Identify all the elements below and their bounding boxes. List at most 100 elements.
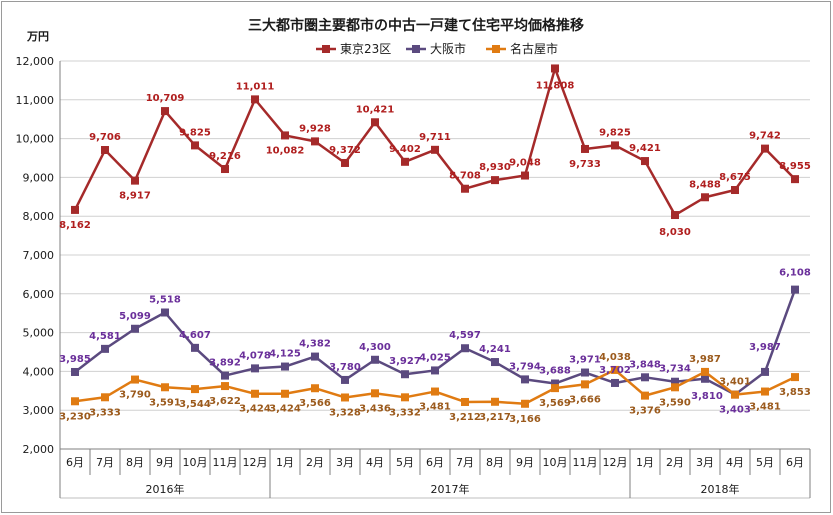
data-point bbox=[191, 343, 199, 352]
data-point bbox=[281, 362, 289, 371]
data-point bbox=[461, 344, 469, 353]
series-大阪市 bbox=[71, 285, 799, 399]
data-point bbox=[101, 146, 109, 155]
legend-swatch-marker bbox=[492, 45, 500, 53]
data-label: 4,581 bbox=[89, 331, 121, 342]
legend-entry: 大阪市 bbox=[406, 41, 466, 56]
data-point bbox=[551, 384, 559, 393]
data-label: 9,048 bbox=[509, 158, 541, 169]
data-label: 5,518 bbox=[149, 295, 181, 306]
data-point bbox=[761, 144, 769, 153]
data-point bbox=[251, 389, 259, 398]
data-label: 3,590 bbox=[659, 397, 691, 408]
y-tick-label: 10,000 bbox=[16, 133, 55, 146]
data-label: 3,688 bbox=[539, 366, 571, 377]
x-tick-label: 8月 bbox=[126, 456, 144, 469]
data-point bbox=[71, 205, 79, 214]
data-label: 9,372 bbox=[329, 145, 361, 156]
data-label: 10,421 bbox=[356, 104, 395, 115]
x-tick-label: 5月 bbox=[756, 456, 774, 469]
data-point bbox=[641, 391, 649, 400]
data-point bbox=[581, 380, 589, 389]
x-tick-label: 4月 bbox=[366, 456, 384, 469]
x-tick-label: 6月 bbox=[426, 456, 444, 469]
data-point bbox=[491, 397, 499, 406]
data-point bbox=[101, 344, 109, 353]
x-tick-label: 2月 bbox=[306, 456, 324, 469]
data-label: 8,675 bbox=[719, 172, 751, 183]
data-point bbox=[311, 137, 319, 146]
x-tick-label: 7月 bbox=[456, 456, 474, 469]
data-label: 3,166 bbox=[509, 414, 541, 425]
data-label: 3,790 bbox=[119, 390, 151, 401]
data-label: 3,376 bbox=[629, 406, 661, 417]
series-group bbox=[71, 64, 799, 408]
x-tick-label: 3月 bbox=[336, 456, 354, 469]
data-point bbox=[581, 144, 589, 153]
data-label: 3,403 bbox=[719, 405, 751, 416]
data-point bbox=[791, 285, 799, 294]
data-point bbox=[731, 390, 739, 399]
y-tick-label: 8,000 bbox=[23, 210, 55, 223]
data-label: 4,025 bbox=[419, 352, 451, 363]
x-tick-label: 12月 bbox=[603, 456, 628, 469]
data-label: 9,825 bbox=[599, 127, 631, 138]
data-point bbox=[671, 377, 679, 386]
data-point bbox=[431, 387, 439, 396]
data-point bbox=[161, 107, 169, 116]
x-tick-label: 1月 bbox=[276, 456, 294, 469]
data-label: 9,742 bbox=[749, 131, 781, 142]
y-tick-label: 2,000 bbox=[23, 443, 55, 456]
data-point bbox=[71, 367, 79, 376]
data-point bbox=[161, 308, 169, 317]
data-label: 3,481 bbox=[749, 402, 781, 413]
legend-label: 大阪市 bbox=[430, 41, 466, 56]
data-point bbox=[701, 367, 709, 376]
data-point bbox=[701, 193, 709, 202]
data-label: 3,794 bbox=[509, 361, 541, 372]
data-label: 3,544 bbox=[179, 399, 211, 410]
data-label: 3,212 bbox=[449, 412, 481, 423]
data-label: 4,241 bbox=[479, 344, 511, 355]
y-tick-label: 11,000 bbox=[16, 94, 55, 107]
gridlines bbox=[60, 60, 810, 450]
data-point bbox=[281, 389, 289, 398]
data-point bbox=[641, 157, 649, 166]
y-tick-label: 12,000 bbox=[16, 55, 55, 68]
data-label: 9,402 bbox=[389, 144, 421, 155]
data-point bbox=[551, 64, 559, 73]
data-point bbox=[611, 365, 619, 374]
y-tick-label: 4,000 bbox=[23, 365, 55, 378]
x-tick-label: 6月 bbox=[786, 456, 804, 469]
data-point bbox=[611, 378, 619, 387]
data-point bbox=[581, 368, 589, 377]
data-label: 3,566 bbox=[299, 398, 331, 409]
data-label: 3,230 bbox=[59, 411, 91, 422]
data-label: 9,421 bbox=[629, 143, 661, 154]
data-label: 3,987 bbox=[749, 342, 781, 353]
data-point bbox=[551, 379, 559, 388]
data-label: 3,666 bbox=[569, 394, 601, 405]
data-label: 4,078 bbox=[239, 350, 271, 361]
data-label: 9,825 bbox=[179, 127, 211, 138]
data-label: 8,930 bbox=[479, 162, 511, 173]
data-point bbox=[791, 175, 799, 184]
x-tick-label: 9月 bbox=[516, 456, 534, 469]
data-label: 3,971 bbox=[569, 355, 601, 366]
legend-label: 東京23区 bbox=[340, 42, 391, 56]
x-tick-label: 5月 bbox=[396, 456, 414, 469]
data-point bbox=[131, 375, 139, 384]
data-labels: 8,162 9,706 8,917 10,709 9,825 9,216 11,011 10,… bbox=[59, 80, 811, 424]
data-point bbox=[251, 95, 259, 104]
data-label: 3,591 bbox=[149, 397, 181, 408]
data-point bbox=[371, 389, 379, 398]
data-point bbox=[521, 375, 529, 384]
y-tick-label: 5,000 bbox=[23, 327, 55, 340]
data-point bbox=[281, 131, 289, 140]
legend: 東京23区 大阪市 名古屋市 bbox=[316, 41, 558, 56]
data-point bbox=[311, 352, 319, 361]
data-label: 9,928 bbox=[299, 123, 331, 134]
data-point bbox=[461, 397, 469, 406]
data-point bbox=[311, 384, 319, 393]
